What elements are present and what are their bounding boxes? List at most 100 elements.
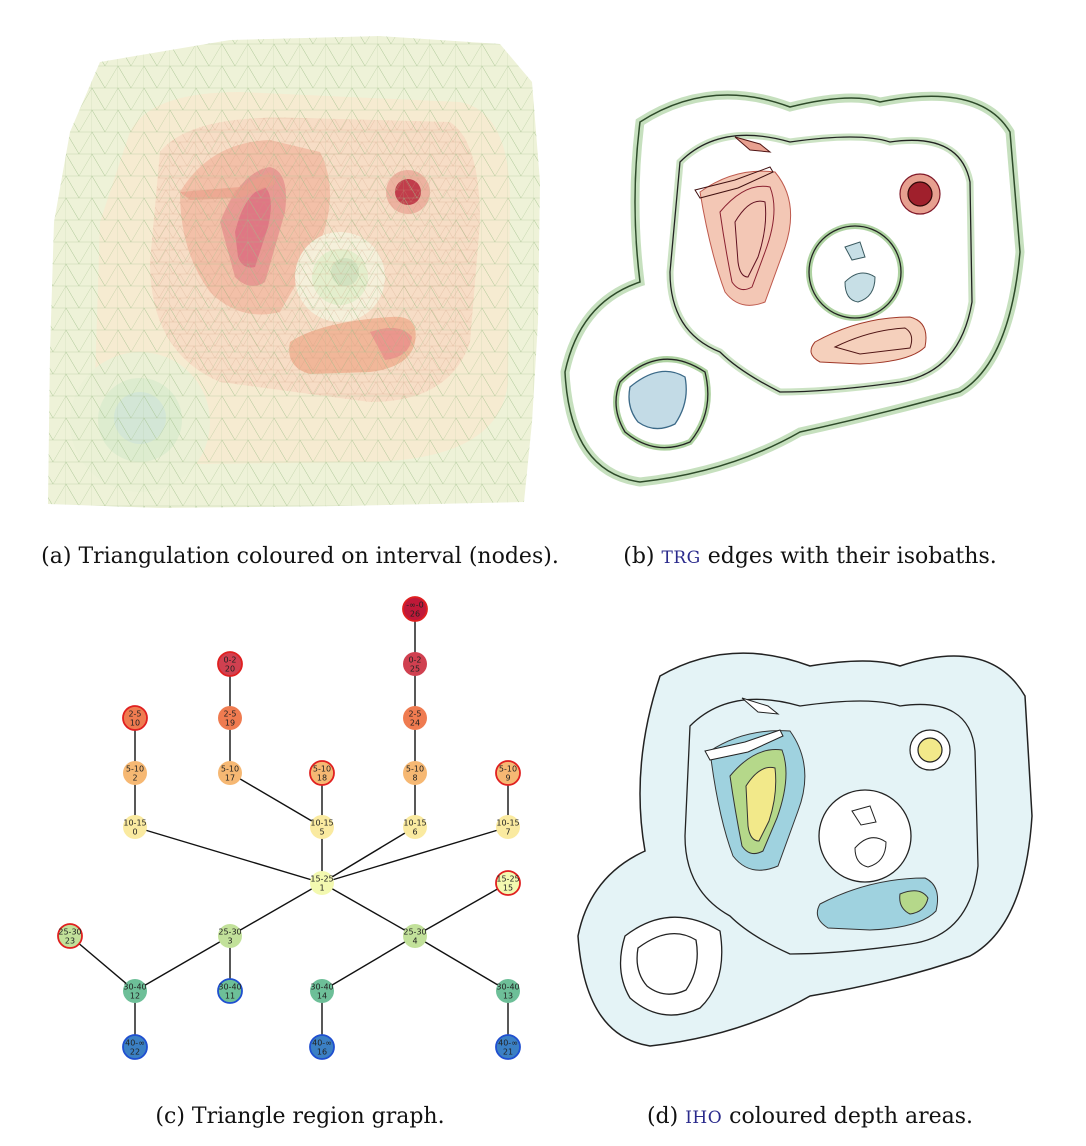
caption-c: (c) Triangle region graph. — [155, 1104, 445, 1129]
graph-node-circle — [57, 923, 83, 949]
graph-edge-23-12 — [69, 935, 136, 992]
graph-node-circle — [495, 870, 521, 896]
graph-node-number: 7 — [505, 828, 510, 837]
graph-node-number: 3 — [227, 937, 232, 946]
graph-node-number: 21 — [503, 1048, 513, 1057]
graph-node-circle — [403, 761, 427, 785]
caption-d-suffix: coloured depth areas. — [722, 1104, 974, 1129]
graph-node-8: 5-108 — [403, 761, 427, 785]
graph-node-interval: 15-25 — [496, 875, 519, 884]
graph-node-circle — [403, 706, 427, 730]
graph-node-number: 20 — [225, 665, 235, 674]
panel-triangulation — [40, 22, 550, 512]
graph-node-interval: 30-40 — [310, 983, 333, 992]
graph-node-number: 15 — [503, 884, 513, 893]
graph-edge-4-14 — [321, 935, 416, 992]
graph-node-22: 40-∞22 — [122, 1034, 148, 1060]
graph-node-21: 40-∞21 — [495, 1034, 521, 1060]
graph-node-number: 13 — [503, 992, 513, 1001]
graph-node-24: 2-524 — [403, 706, 427, 730]
graph-edge-1-3 — [229, 882, 323, 937]
graph-node-circle — [309, 760, 335, 786]
graph-node-26: -∞-026 — [402, 596, 428, 622]
graph-node-3: 25-303 — [218, 924, 242, 948]
graph-node-interval: 40-∞ — [312, 1039, 332, 1048]
graph-node-interval: 5-10 — [313, 765, 331, 774]
graph-edge-17-5 — [229, 772, 323, 828]
graph-node-interval: 15-25 — [310, 875, 333, 884]
caption-d-prefix: (d) — [646, 1104, 686, 1129]
graph-edge-3-12 — [134, 935, 231, 992]
graph-node-25: 0-225 — [403, 652, 427, 676]
graph-node-number: 18 — [317, 774, 327, 783]
panel-trg-isobaths — [560, 72, 1030, 502]
graph-node-number: 14 — [317, 992, 327, 1001]
graph-node-circle — [403, 815, 427, 839]
graph-node-interval: 5-10 — [406, 765, 424, 774]
graph-node-19: 2-519 — [218, 706, 242, 730]
trg-isobath-figure — [560, 90, 1025, 487]
graph-node-interval: 10-15 — [403, 819, 426, 828]
graph-node-number: 25 — [410, 665, 420, 674]
graph-node-number: 12 — [130, 992, 140, 1001]
graph-node-16: 40-∞16 — [309, 1034, 335, 1060]
graph-node-interval: 30-40 — [218, 983, 241, 992]
caption-b-suffix: edges with their isobaths. — [700, 544, 997, 569]
graph-node-circle — [122, 1034, 148, 1060]
graph-node-number: 16 — [317, 1048, 327, 1057]
graph-node-number: 6 — [412, 828, 417, 837]
graph-node-number: 11 — [225, 992, 235, 1001]
graph-node-4: 25-304 — [403, 924, 427, 948]
graph-edge-4-13 — [414, 935, 509, 992]
graph-node-interval: 10-15 — [496, 819, 519, 828]
graph-node-number: 8 — [412, 774, 417, 783]
graph-node-number: 2 — [132, 774, 137, 783]
graph-node-interval: 25-30 — [403, 928, 426, 937]
graph-edge-7-1 — [321, 826, 509, 884]
graph-node-5: 10-155 — [310, 815, 334, 839]
graph-node-circle — [123, 761, 147, 785]
graph-node-interval: 25-30 — [218, 928, 241, 937]
graph-node-10: 2-510 — [122, 705, 148, 731]
graph-node-circle — [218, 924, 242, 948]
graph-node-interval: 2-5 — [128, 710, 141, 719]
graph-node-number: 0 — [132, 828, 137, 837]
graph-node-circle — [218, 706, 242, 730]
graph-node-circle — [310, 871, 334, 895]
graph-node-interval: 10-15 — [123, 819, 146, 828]
isobath-outer — [564, 94, 1021, 483]
region-graph: 10-15015-2515-10225-30325-30410-15510-15… — [57, 596, 521, 1060]
panel-iho-depth-areas — [570, 636, 1040, 1056]
graph-node-circle — [496, 979, 520, 1003]
graph-node-circle — [123, 815, 147, 839]
graph-node-interval: 2-5 — [408, 710, 421, 719]
graph-node-interval: 5-10 — [499, 765, 517, 774]
graph-node-number: 4 — [412, 937, 417, 946]
graph-node-circle — [495, 1034, 521, 1060]
graph-node-number: 5 — [319, 828, 324, 837]
caption-d-acronym: IHO — [685, 1108, 723, 1128]
graph-node-interval: 5-10 — [126, 765, 144, 774]
graph-node-circle — [495, 760, 521, 786]
graph-node-number: 1 — [319, 884, 324, 893]
graph-node-number: 23 — [65, 937, 75, 946]
caption-b: (b) TRG edges with their isobaths. — [590, 544, 1030, 569]
graph-node-0: 10-150 — [123, 815, 147, 839]
graph-node-interval: 5-10 — [221, 765, 239, 774]
graph-node-2: 5-102 — [123, 761, 147, 785]
graph-node-interval: 2-5 — [223, 710, 236, 719]
graph-node-number: 22 — [130, 1048, 140, 1057]
graph-node-6: 10-156 — [403, 815, 427, 839]
graph-node-interval: 25-30 — [58, 928, 81, 937]
panel-region-graph: 10-15 0 15-25 1 5-10 2 25-30 3 25-30 4 10-15 5 10-15… — [40, 592, 560, 1070]
graph-edge-6-1 — [321, 826, 416, 884]
caption-b-prefix: (b) — [623, 544, 662, 569]
graph-edge-1-4 — [321, 882, 416, 937]
graph-node-interval: 0-2 — [223, 656, 236, 665]
